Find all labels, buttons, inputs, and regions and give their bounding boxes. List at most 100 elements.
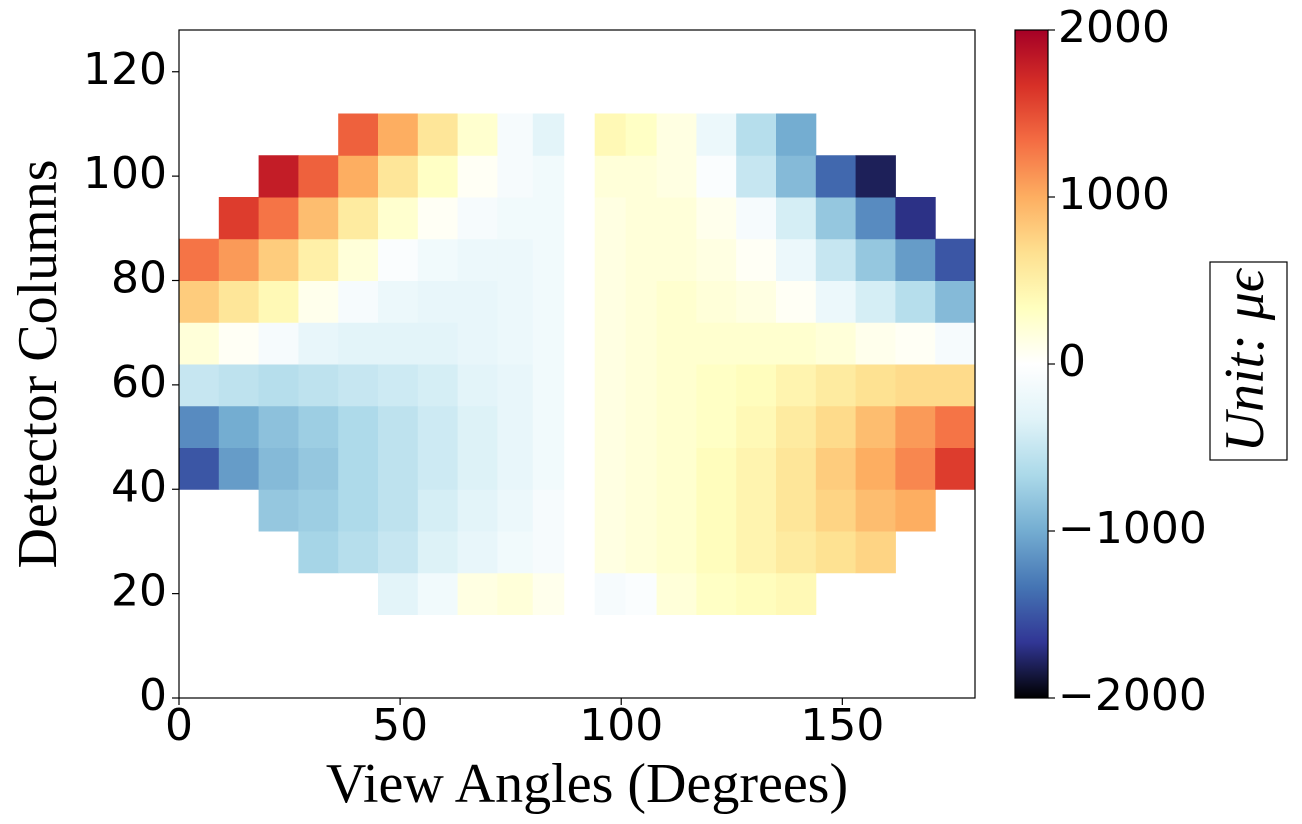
heatmap-cell (776, 197, 817, 240)
heatmap-cell (298, 155, 339, 198)
heatmap-cell (179, 364, 220, 407)
heatmap-cell (776, 489, 817, 532)
heatmap-cell (457, 447, 498, 490)
heatmap-cell (497, 447, 534, 490)
heatmap-cell (594, 489, 627, 532)
heatmap-cell (855, 197, 896, 240)
heatmap-cell (594, 531, 627, 574)
heatmap-cell (497, 113, 534, 156)
heatmap-cell (179, 238, 220, 281)
heatmap-cell (656, 155, 697, 198)
heatmap-cell (258, 405, 299, 448)
heatmap-cell (497, 238, 534, 281)
heatmap-cell (696, 572, 737, 615)
heatmap-cell (696, 238, 737, 281)
heatmap-cell (417, 113, 459, 156)
heatmap-cell (457, 489, 498, 532)
heatmap-cell (815, 280, 857, 323)
heatmap-cell (338, 322, 379, 365)
heatmap-cell (736, 572, 777, 615)
heatmap-cell (457, 531, 498, 574)
colorbar-tick-label: −2000 (1058, 670, 1207, 721)
heatmap-cell (457, 155, 498, 198)
heatmap-cell (625, 280, 658, 323)
heatmap-cell (736, 280, 777, 323)
colorbar (1015, 30, 1048, 698)
heatmap-cell (895, 322, 936, 365)
heatmap-cell (417, 364, 459, 407)
heatmap-cell (378, 489, 419, 532)
heatmap-cell (736, 238, 777, 281)
heatmap-cell (815, 155, 857, 198)
heatmap-cell (497, 155, 534, 198)
heatmap-cell (895, 197, 936, 240)
heatmap-cell (696, 489, 737, 532)
heatmap-cell (855, 531, 896, 574)
heatmap-cell (338, 197, 379, 240)
heatmap-cell (258, 489, 299, 532)
heatmap-cell (696, 405, 737, 448)
heatmap-cell (378, 280, 419, 323)
heatmap-cell (815, 405, 857, 448)
heatmap-cell (258, 364, 299, 407)
heatmap-cell (776, 405, 817, 448)
heatmap-cell (532, 405, 565, 448)
heatmap-cell (218, 197, 260, 240)
y-tick-label: 60 (111, 357, 167, 408)
heatmap-cell (736, 364, 777, 407)
heatmap-cell (298, 238, 339, 281)
heatmap-cell (736, 405, 777, 448)
heatmap-cell (378, 364, 419, 407)
heatmap-cell (696, 447, 737, 490)
heatmap-cell (656, 280, 697, 323)
x-axis-title: View Angles (Degrees) (326, 753, 848, 815)
heatmap-cell (776, 280, 817, 323)
heatmap-cell (696, 197, 737, 240)
heatmap-cell (532, 155, 565, 198)
heatmap-cell (298, 405, 339, 448)
heatmap-cell (696, 322, 737, 365)
x-tick-label: 100 (579, 700, 663, 751)
heatmap-cell (179, 405, 220, 448)
y-tick-label: 100 (83, 148, 167, 199)
heatmap-cell (258, 197, 299, 240)
colorbar-tick-label: 1000 (1058, 169, 1170, 220)
heatmap-cell (457, 197, 498, 240)
heatmap-cell (378, 238, 419, 281)
heatmap-cell (378, 155, 419, 198)
heatmap-cell (338, 447, 379, 490)
heatmap-cell (457, 238, 498, 281)
heatmap-cell (935, 238, 976, 281)
heatmap-cell (855, 155, 896, 198)
heatmap-cell (855, 238, 896, 281)
y-tick-label: 20 (111, 566, 167, 617)
heatmap-cell (625, 155, 658, 198)
heatmap-cell (338, 405, 379, 448)
y-tick-label: 40 (111, 461, 167, 512)
heatmap-cell (935, 322, 976, 365)
heatmap-cell (656, 405, 697, 448)
heatmap-cell (594, 322, 627, 365)
heatmap-cell (736, 531, 777, 574)
heatmap-cell (298, 447, 339, 490)
heatmap-cell (815, 197, 857, 240)
heatmap-cell (895, 405, 936, 448)
heatmap-cell (298, 280, 339, 323)
heatmap-cell (736, 322, 777, 365)
heatmap-cell (594, 197, 627, 240)
heatmap-cell (532, 238, 565, 281)
heatmap-cell (625, 489, 658, 532)
heatmap-cell (935, 447, 976, 490)
heatmap-cell (179, 322, 220, 365)
heatmap-cell (656, 572, 697, 615)
heatmap-cell (776, 238, 817, 281)
heatmap-cell (532, 113, 565, 156)
heatmap-cell (417, 572, 459, 615)
y-tick-label: 120 (83, 44, 167, 95)
heatmap-cell (625, 322, 658, 365)
heatmap-cell (457, 322, 498, 365)
heatmap-cell (258, 280, 299, 323)
heatmap-cell (776, 572, 817, 615)
heatmap-cell (696, 280, 737, 323)
heatmap-cell (532, 280, 565, 323)
